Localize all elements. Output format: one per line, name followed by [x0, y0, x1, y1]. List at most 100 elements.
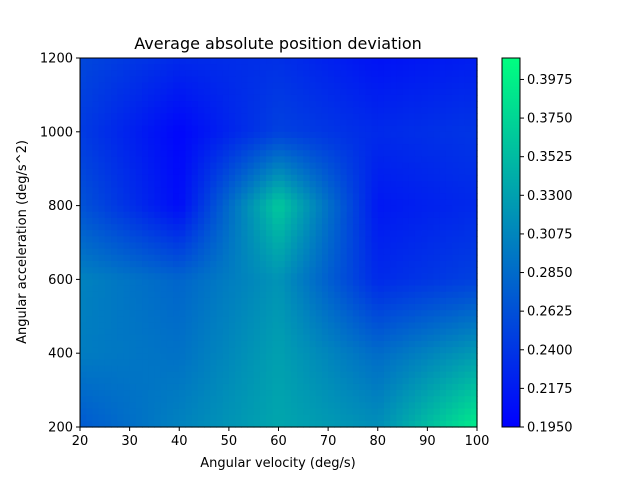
- heatmap-cell: [464, 205, 472, 213]
- heatmap-cell: [191, 205, 199, 213]
- heatmap-cell: [259, 353, 267, 360]
- heatmap-cell: [92, 107, 100, 114]
- heatmap-cell: [445, 58, 453, 65]
- heatmap-cell: [309, 254, 317, 262]
- heatmap-cell: [142, 273, 149, 280]
- heatmap-cell: [290, 377, 298, 385]
- heatmap-cell: [365, 273, 373, 280]
- heatmap-cell: [135, 82, 143, 90]
- x-tick-label: 40: [171, 434, 188, 449]
- heatmap-cell: [445, 236, 453, 244]
- heatmap-cell: [315, 248, 323, 256]
- heatmap-cell: [228, 125, 236, 133]
- heatmap-cell: [166, 113, 174, 121]
- heatmap-cell: [452, 402, 459, 410]
- heatmap-cell: [303, 113, 311, 121]
- heatmap-cell: [259, 101, 267, 108]
- heatmap-cell: [160, 144, 168, 151]
- heatmap-cell: [346, 199, 354, 207]
- heatmap-cell: [228, 58, 236, 65]
- heatmap-cell: [253, 174, 261, 182]
- heatmap-cell: [272, 248, 280, 256]
- heatmap-cell: [340, 217, 348, 225]
- heatmap-cell: [160, 248, 168, 256]
- heatmap-cell: [321, 64, 329, 71]
- heatmap-cell: [340, 383, 348, 391]
- heatmap-cell: [377, 328, 385, 336]
- heatmap-cell: [235, 70, 242, 78]
- heatmap-cell: [352, 328, 360, 336]
- heatmap-cell: [464, 297, 472, 305]
- heatmap-cell: [365, 94, 373, 102]
- heatmap-cell: [92, 322, 100, 330]
- heatmap-cell: [253, 310, 261, 317]
- heatmap-cell: [154, 107, 162, 114]
- heatmap-cell: [365, 162, 373, 170]
- heatmap-cell: [421, 242, 428, 250]
- heatmap-cell: [235, 144, 242, 151]
- heatmap-cell: [148, 193, 156, 201]
- heatmap-cell: [210, 242, 218, 250]
- heatmap-cell: [303, 297, 311, 305]
- heatmap-cell: [328, 377, 335, 385]
- heatmap-cell: [334, 365, 342, 373]
- heatmap-cell: [464, 230, 472, 237]
- heatmap-cell: [123, 316, 131, 324]
- heatmap-cell: [228, 119, 236, 127]
- heatmap-cell: [383, 181, 391, 188]
- heatmap-cell: [334, 359, 342, 367]
- heatmap-cell: [377, 365, 385, 373]
- heatmap-cell: [129, 316, 137, 324]
- heatmap-cell: [377, 291, 385, 299]
- heatmap-cell: [179, 187, 187, 194]
- heatmap-cell: [210, 291, 218, 299]
- heatmap-cell: [142, 248, 149, 256]
- heatmap-cell: [352, 236, 360, 244]
- heatmap-cell: [266, 371, 273, 379]
- heatmap-cell: [328, 119, 335, 127]
- heatmap-cell: [80, 267, 87, 274]
- heatmap-cell: [340, 273, 348, 280]
- heatmap-cell: [111, 297, 118, 305]
- heatmap-cell: [414, 304, 422, 311]
- heatmap-cell: [228, 371, 236, 379]
- heatmap-cell: [210, 125, 218, 133]
- heatmap-cell: [352, 174, 360, 182]
- heatmap-cell: [278, 383, 286, 391]
- heatmap-cell: [433, 107, 441, 114]
- heatmap-cell: [278, 334, 286, 342]
- heatmap-cell: [197, 347, 205, 354]
- heatmap-cell: [228, 359, 236, 367]
- heatmap-cell: [290, 224, 298, 231]
- heatmap-cell: [98, 365, 106, 373]
- heatmap-cell: [365, 88, 373, 96]
- heatmap-cell: [253, 347, 261, 354]
- heatmap-cell: [86, 260, 93, 268]
- heatmap-cell: [328, 205, 335, 213]
- heatmap-cell: [340, 334, 348, 342]
- heatmap-cell: [377, 193, 385, 201]
- heatmap-cell: [452, 101, 459, 108]
- heatmap-cell: [365, 285, 373, 293]
- heatmap-cell: [278, 217, 286, 225]
- heatmap-cell: [86, 340, 93, 348]
- heatmap-cell: [253, 291, 261, 299]
- heatmap-cell: [129, 371, 137, 379]
- heatmap-cell: [421, 383, 428, 391]
- heatmap-cell: [272, 94, 280, 102]
- heatmap-cell: [458, 162, 466, 170]
- heatmap-cell: [135, 94, 143, 102]
- heatmap-cell: [303, 377, 311, 385]
- heatmap-cell: [396, 94, 404, 102]
- heatmap-cell: [371, 291, 379, 299]
- heatmap-cell: [278, 193, 286, 201]
- heatmap-cell: [290, 316, 298, 324]
- heatmap-cell: [160, 88, 168, 96]
- heatmap-cell: [439, 273, 447, 280]
- heatmap-cell: [278, 353, 286, 360]
- heatmap-cell: [390, 113, 397, 121]
- heatmap-cell: [135, 371, 143, 379]
- heatmap-cell: [365, 193, 373, 201]
- heatmap-cell: [228, 107, 236, 114]
- heatmap-cell: [278, 205, 286, 213]
